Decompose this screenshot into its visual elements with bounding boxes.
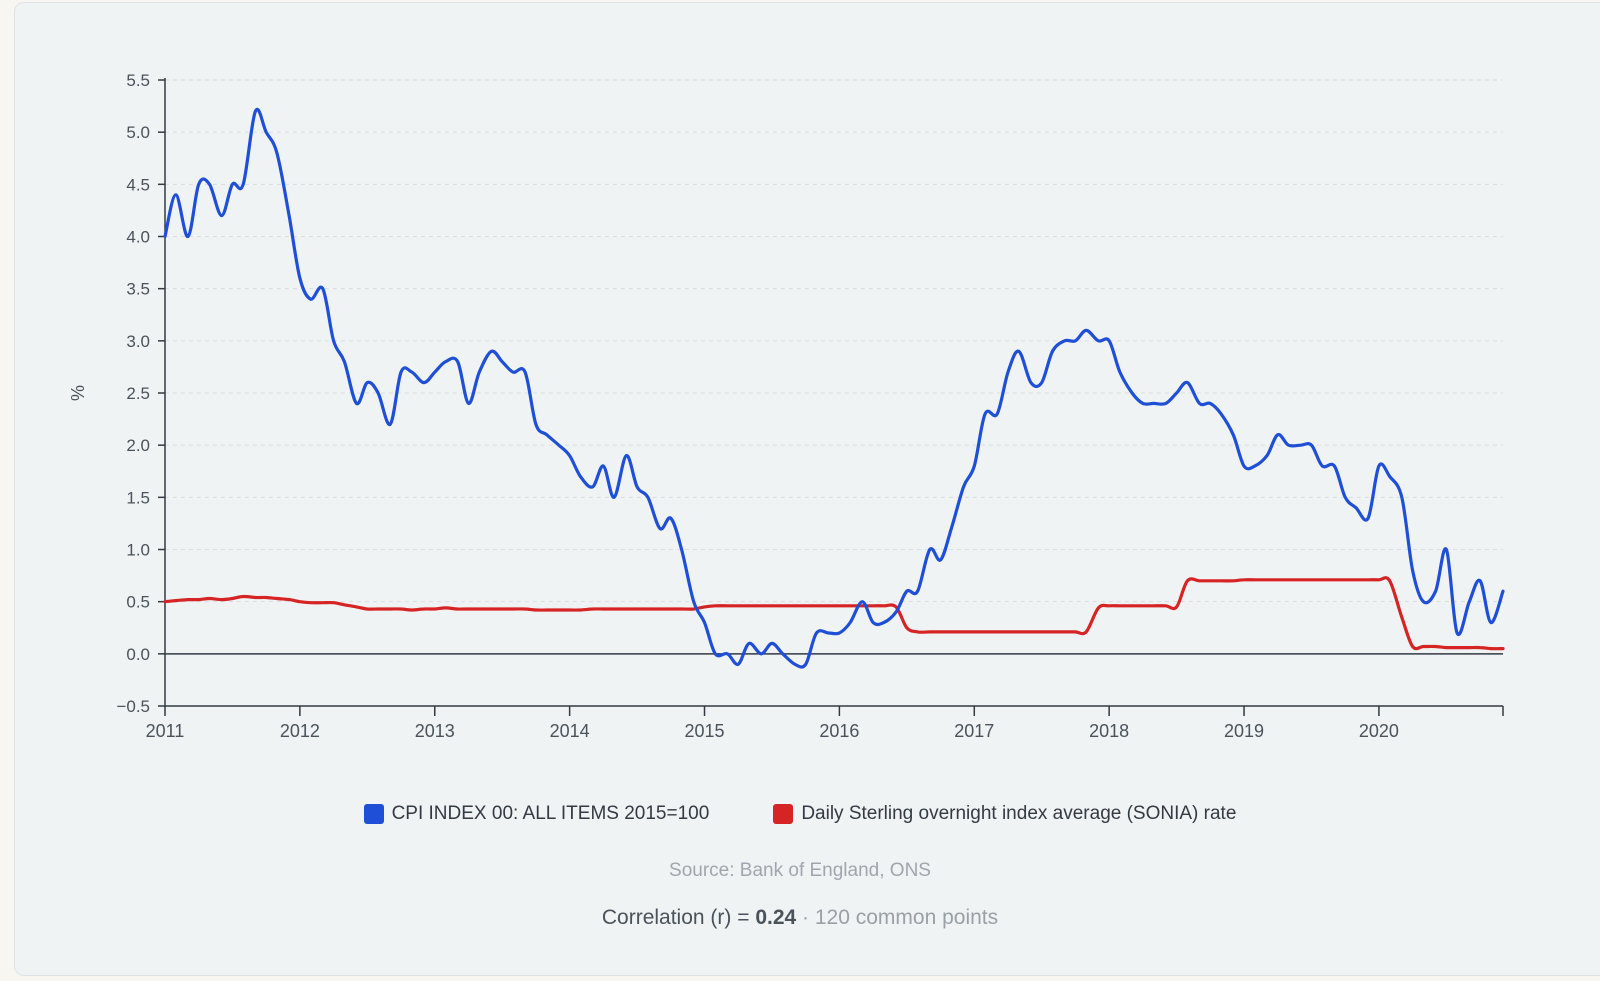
series-line-cpi (163, 107, 1505, 669)
x-tick-label: 2017 (954, 721, 994, 741)
x-tick-label: 2014 (550, 721, 590, 741)
y-tick-label: 0.0 (126, 645, 150, 664)
line-chart: 5.5 5.0 4.5 4.0 3.5 3.0 2.5 2.0 1.5 1.0 0.5 0.0 −0.5… (68, 71, 1505, 741)
legend-swatch-sonia (773, 804, 794, 824)
x-tick-label: 2012 (280, 721, 320, 741)
y-tick-label: 5.5 (126, 71, 150, 90)
y-tick-label: 3.5 (126, 280, 150, 299)
y-tick-label: −0.5 (116, 697, 150, 716)
x-tick-label: 2013 (415, 721, 455, 741)
legend-swatch-cpi (363, 804, 384, 824)
correlation-summary: Correlation (r) = 0.24 · 120 common poin… (0, 906, 1600, 930)
y-tick-label: 2.5 (126, 384, 150, 403)
y-tick-label: 0.5 (126, 593, 150, 612)
legend-label-cpi: CPI INDEX 00: ALL ITEMS 2015=100 (391, 803, 710, 824)
y-axis-label: % (68, 385, 88, 401)
legend-label-sonia: Daily Sterling overnight index average (… (801, 803, 1237, 824)
x-tick-label: 2019 (1224, 721, 1264, 741)
x-tick-label: 2016 (819, 721, 859, 741)
x-tick-label: 2015 (684, 721, 724, 741)
y-tick-label: 4.0 (126, 228, 150, 247)
correlation-value: 0.24 (755, 906, 797, 929)
legend-item-sonia[interactable]: Daily Sterling overnight index average (… (773, 803, 1236, 825)
y-tick-label: 4.5 (126, 175, 150, 194)
source-note: Source: Bank of England, ONS (669, 860, 931, 881)
y-tick-label: 2.0 (126, 436, 150, 455)
correlation-suffix: · 120 common points (796, 906, 999, 929)
x-tick-label: 2011 (146, 721, 185, 741)
x-tick-label: 2018 (1089, 721, 1129, 741)
y-tick-label: 1.0 (126, 541, 150, 560)
y-tick-label: 1.5 (126, 488, 150, 507)
x-tick-label: 2020 (1359, 721, 1399, 741)
legend-item-cpi[interactable]: CPI INDEX 00: ALL ITEMS 2015=100 (363, 803, 710, 825)
y-tick-label: 3.0 (126, 332, 150, 351)
y-tick-label: 5.0 (126, 123, 150, 142)
series-line-sonia (163, 576, 1505, 651)
correlation-prefix: Correlation (r) = (601, 906, 756, 929)
chart-legend: CPI INDEX 00: ALL ITEMS 2015=100 Daily S… (0, 803, 1600, 825)
